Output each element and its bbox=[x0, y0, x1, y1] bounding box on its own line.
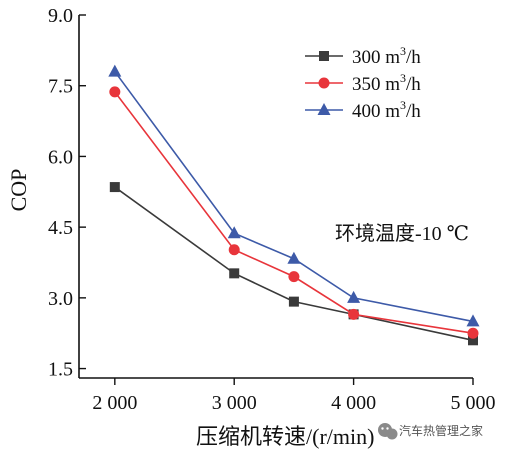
series-triangle bbox=[108, 64, 480, 327]
legend-label: 350 m3/h bbox=[352, 71, 421, 95]
data-point-triangle bbox=[466, 314, 480, 327]
legend-label: 300 m3/h bbox=[352, 44, 421, 68]
y-axis-ticks: 1.5 3.0 4.5 6.0 7.5 9.0 bbox=[48, 5, 86, 381]
x-tick-label: 2 000 bbox=[92, 392, 137, 414]
legend-label: 400 m3/h bbox=[352, 98, 421, 122]
data-point-triangle bbox=[347, 290, 361, 303]
series-circle bbox=[109, 86, 479, 339]
wechat-icon bbox=[378, 423, 398, 440]
x-tick-label: 3 000 bbox=[212, 392, 257, 414]
legend-marker bbox=[319, 51, 329, 61]
data-point-square bbox=[109, 182, 120, 193]
data-point-square bbox=[288, 296, 299, 307]
data-point-circle bbox=[228, 244, 240, 256]
series-group bbox=[108, 64, 480, 346]
y-axis-title: COP bbox=[6, 169, 31, 212]
legend-marker bbox=[318, 77, 330, 89]
legend-item: 300 m3/h bbox=[305, 44, 421, 68]
legend-marker bbox=[317, 103, 331, 115]
y-tick-label: 4.5 bbox=[48, 217, 73, 239]
x-axis-ticks: 2 000 3 000 4 000 5 000 bbox=[92, 378, 496, 414]
y-tick-label: 6.0 bbox=[48, 146, 73, 168]
data-point-square bbox=[229, 268, 240, 279]
x-axis-title: 压缩机转速/(r/min) bbox=[196, 424, 374, 449]
y-tick-label: 1.5 bbox=[48, 359, 73, 381]
data-point-triangle bbox=[108, 64, 122, 77]
watermark: 汽车热管理之家 bbox=[378, 423, 483, 440]
watermark-text: 汽车热管理之家 bbox=[399, 423, 483, 438]
data-point-circle bbox=[109, 86, 121, 98]
legend: 300 m3/h 350 m3/h 400 m3/h bbox=[305, 44, 421, 122]
data-point-triangle bbox=[287, 251, 301, 264]
y-tick-label: 9.0 bbox=[48, 5, 73, 27]
x-tick-label: 4 000 bbox=[331, 392, 376, 414]
y-tick-label: 3.0 bbox=[48, 288, 73, 310]
data-point-triangle bbox=[227, 226, 241, 239]
data-point-square bbox=[468, 335, 478, 346]
condition-annotation: 环境温度-10 ℃ bbox=[335, 222, 469, 245]
legend-item: 400 m3/h bbox=[305, 98, 421, 122]
data-point-circle bbox=[348, 308, 360, 320]
y-tick-label: 7.5 bbox=[48, 76, 73, 98]
plot-frame bbox=[78, 15, 473, 379]
legend-item: 350 m3/h bbox=[305, 71, 421, 95]
x-tick-label: 5 000 bbox=[451, 392, 496, 414]
data-point-circle bbox=[467, 327, 479, 339]
data-point-circle bbox=[288, 271, 300, 283]
